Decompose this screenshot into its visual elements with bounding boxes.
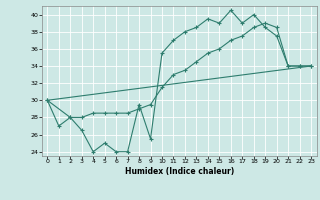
X-axis label: Humidex (Indice chaleur): Humidex (Indice chaleur) [124, 167, 234, 176]
